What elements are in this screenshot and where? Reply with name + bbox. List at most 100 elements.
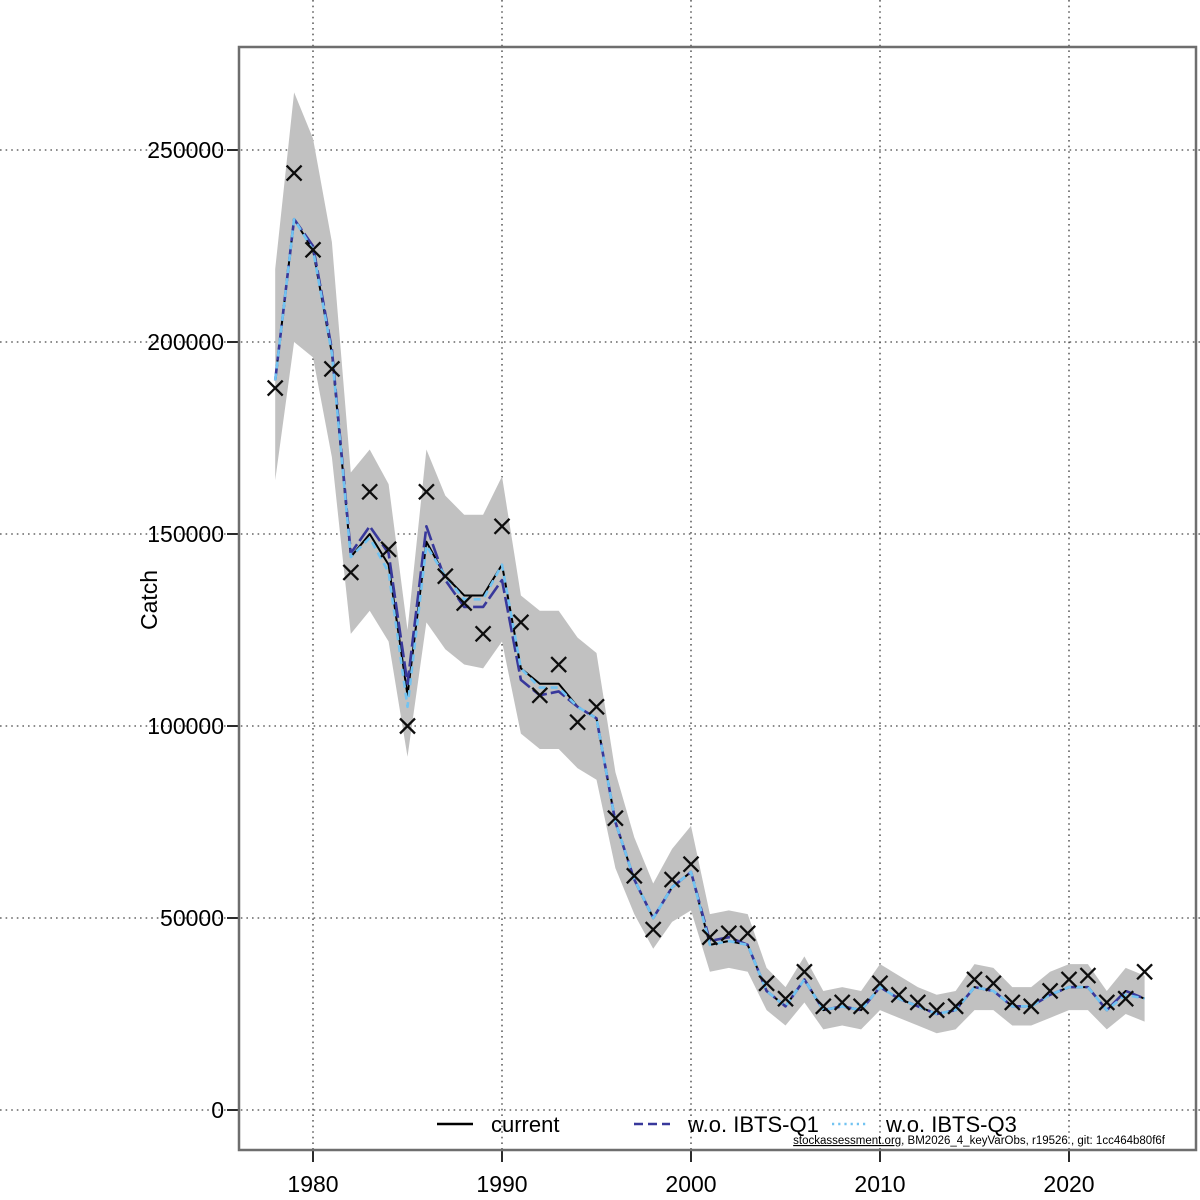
obs-marker-1989 [474, 625, 492, 643]
obs-marker-2018 [1022, 998, 1040, 1015]
x-marker-line [701, 928, 719, 946]
x-marker-line [512, 614, 530, 631]
obs-marker-1987 [436, 567, 454, 585]
x-marker-line [947, 998, 964, 1015]
watermark-text: stockassessment.org, BM2026_4_keyVarObs,… [793, 1135, 1166, 1147]
y-tick-label: 250000 [147, 137, 224, 163]
obs-marker-2024 [1136, 963, 1153, 981]
x-marker-line [399, 717, 416, 735]
watermark-site-link[interactable]: stockassessment.org [793, 1135, 901, 1147]
obs-marker-1996 [607, 809, 624, 827]
x-marker-line [266, 379, 284, 397]
obs-marker-2016 [985, 974, 1002, 992]
plot-border [237, 45, 1198, 1152]
x-marker-line [720, 925, 738, 942]
obs-marker-1999 [663, 871, 681, 888]
obs-marker-1991 [512, 614, 530, 631]
obs-marker-2005 [777, 990, 794, 1007]
obs-marker-1986 [418, 483, 435, 501]
x-marker-line [966, 971, 983, 988]
x-marker-line [928, 1001, 946, 1019]
x-marker-line [1098, 994, 1116, 1011]
y-tick-label: 200000 [147, 329, 224, 355]
x-marker-line [1022, 998, 1040, 1015]
obs-marker-1979 [285, 164, 303, 182]
series-line-w-o-ibts-q3 [273, 217, 1145, 1016]
obs-marker-1984 [380, 541, 397, 558]
x-marker-line [1079, 967, 1097, 984]
obs-marker-1990 [493, 518, 511, 535]
x-marker-line [909, 994, 927, 1011]
x-marker-line [1060, 971, 1078, 988]
obs-marker-2007 [814, 998, 832, 1015]
x-marker-line [796, 963, 813, 981]
x-tick-label: 2010 [854, 1171, 905, 1197]
obs-marker-1982 [342, 564, 360, 581]
legend-label-w-o-ibts-q1: w.o. IBTS-Q1 [687, 1112, 819, 1137]
x-marker-line [890, 986, 908, 1004]
obs-marker-1993 [550, 656, 568, 673]
x-marker-line [1117, 990, 1135, 1007]
x-marker-line [1136, 963, 1153, 981]
obs-marker-1995 [588, 698, 605, 716]
obs-marker-2000 [682, 855, 700, 873]
obs-marker-2023 [1117, 990, 1135, 1007]
obs-marker-2013 [928, 1001, 946, 1019]
x-marker-line [304, 241, 322, 259]
x-marker-line [663, 871, 681, 888]
obs-marker-2011 [890, 986, 908, 1004]
legend-label-w-o-ibts-q3: w.o. IBTS-Q3 [885, 1112, 1017, 1137]
x-marker-line [285, 164, 303, 182]
obs-marker-1988 [455, 594, 473, 612]
obs-marker-2020 [1060, 971, 1078, 988]
obs-marker-1994 [569, 713, 586, 731]
x-marker-line [569, 713, 586, 731]
obs-marker-2001 [701, 928, 719, 946]
y-axis-title: Catch [136, 570, 162, 630]
x-marker-line [361, 483, 379, 501]
x-tick-label: 1980 [287, 1171, 338, 1197]
x-marker-line [682, 855, 700, 873]
obs-marker-2021 [1079, 967, 1097, 984]
obs-marker-2010 [871, 974, 889, 992]
x-marker-line [625, 867, 643, 885]
x-marker-line [493, 518, 511, 535]
legend-label-current: current [491, 1112, 559, 1137]
y-tick-label: 150000 [147, 521, 224, 547]
x-marker-line [550, 656, 568, 673]
x-marker-line [1003, 994, 1021, 1011]
obs-marker-1978 [266, 379, 284, 397]
y-tick-label: 0 [211, 1097, 224, 1123]
obs-marker-1992 [531, 686, 549, 704]
obs-marker-1998 [644, 921, 662, 938]
x-marker-line [531, 686, 549, 704]
x-marker-line [833, 994, 851, 1011]
x-marker-line [323, 360, 341, 378]
obs-marker-2014 [947, 998, 964, 1015]
obs-marker-2015 [966, 971, 983, 988]
obs-marker-2002 [720, 925, 738, 942]
obs-marker-2003 [739, 925, 757, 942]
x-marker-line [852, 998, 870, 1015]
x-marker-line [644, 921, 662, 938]
x-tick-label: 2000 [665, 1171, 716, 1197]
x-marker-line [455, 594, 473, 612]
x-marker-line [342, 564, 360, 581]
x-marker-line [739, 925, 757, 942]
x-marker-line [814, 998, 832, 1015]
obs-marker-2008 [833, 994, 851, 1011]
x-marker-line [777, 990, 794, 1007]
x-tick-label: 1990 [476, 1171, 527, 1197]
x-marker-line [418, 483, 435, 501]
obs-marker-1997 [625, 867, 643, 885]
y-tick-label: 50000 [160, 905, 224, 931]
obs-marker-2006 [796, 963, 813, 981]
obs-marker-1983 [361, 483, 379, 501]
x-marker-line [985, 974, 1002, 992]
obs-marker-1985 [399, 717, 416, 735]
obs-marker-2012 [909, 994, 927, 1011]
obs-marker-2004 [758, 974, 775, 992]
x-marker-line [871, 974, 889, 992]
